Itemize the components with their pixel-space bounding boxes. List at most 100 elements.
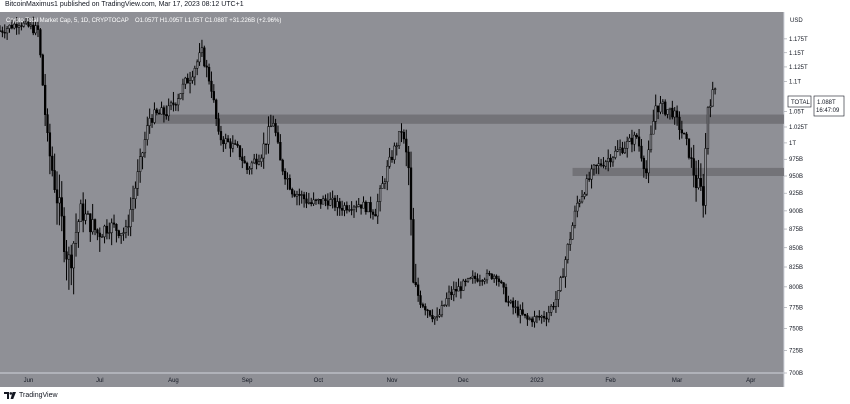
candle bbox=[692, 144, 695, 188]
candle bbox=[523, 313, 527, 319]
candle bbox=[685, 131, 688, 146]
candle bbox=[647, 140, 650, 184]
x-tick-label: Jul bbox=[96, 378, 104, 384]
y-tick-label: 1.125T bbox=[789, 65, 808, 71]
candle bbox=[43, 73, 47, 127]
candle bbox=[628, 134, 631, 142]
candle bbox=[630, 129, 634, 153]
candle bbox=[283, 168, 287, 185]
tradingview-logo[interactable]: TradingView bbox=[4, 392, 58, 399]
candle bbox=[471, 270, 474, 284]
candle bbox=[485, 269, 489, 284]
candle bbox=[573, 205, 577, 229]
candle bbox=[191, 70, 194, 84]
candle bbox=[8, 24, 11, 33]
candle bbox=[82, 192, 85, 233]
candle bbox=[661, 99, 664, 115]
candle bbox=[15, 17, 18, 35]
candle bbox=[602, 157, 605, 169]
candle bbox=[500, 279, 503, 284]
candle bbox=[550, 304, 553, 317]
candle bbox=[645, 160, 648, 179]
candle bbox=[46, 108, 49, 142]
candlestick-chart[interactable]: USD 1.175T 1.15T 1.125T 1.1T 1.05T 1.025T 1T 975… bbox=[0, 0, 850, 387]
y-tick-label: 925B bbox=[789, 191, 803, 197]
candle bbox=[307, 192, 310, 205]
y-tick-label: 900B bbox=[789, 209, 803, 215]
candle bbox=[580, 190, 584, 204]
y-tick-label: 750B bbox=[789, 326, 803, 332]
candle bbox=[438, 308, 441, 318]
candle bbox=[329, 192, 332, 207]
candle bbox=[250, 160, 253, 175]
x-tick-label: Jun bbox=[24, 378, 34, 384]
candle bbox=[457, 278, 460, 292]
candle bbox=[55, 171, 59, 225]
candle bbox=[405, 129, 408, 167]
candle bbox=[17, 22, 21, 35]
candle bbox=[659, 95, 662, 115]
candle bbox=[390, 150, 394, 163]
candle bbox=[447, 285, 451, 307]
price-axis[interactable]: USD 1.175T 1.15T 1.125T 1.1T 1.05T 1.025T 1T 975… bbox=[784, 18, 808, 377]
candle bbox=[376, 193, 379, 224]
candle bbox=[355, 200, 358, 213]
candle bbox=[291, 187, 294, 198]
candle bbox=[504, 283, 508, 303]
candle bbox=[312, 192, 315, 207]
last-price-tag: TOTAL 1.088T 16:47:09 bbox=[787, 95, 845, 117]
price-tag-countdown: 16:47:09 bbox=[816, 108, 840, 114]
candle bbox=[155, 107, 158, 116]
price-tag-value-box bbox=[813, 95, 845, 117]
candle bbox=[179, 93, 182, 100]
candle bbox=[683, 132, 686, 135]
candle bbox=[203, 45, 206, 68]
candle bbox=[694, 160, 698, 202]
x-tick-label: Feb bbox=[605, 378, 616, 384]
plot-area[interactable] bbox=[0, 12, 784, 387]
candle bbox=[298, 188, 301, 206]
candle bbox=[236, 141, 239, 148]
candle bbox=[497, 275, 501, 287]
candle bbox=[115, 223, 118, 243]
candle bbox=[571, 222, 574, 240]
candle bbox=[433, 316, 436, 325]
chart-legend: Crypto Total Market Cap, 5, 1D, CRYPTOCA… bbox=[6, 18, 281, 24]
candle bbox=[493, 274, 496, 283]
candle bbox=[521, 302, 524, 316]
candle bbox=[462, 278, 465, 292]
x-tick-label: 2023 bbox=[530, 378, 544, 384]
candle bbox=[673, 107, 676, 125]
time-axis[interactable]: Jun Jul Aug Sep Oct Nov Dec 2023 Feb Mar Apr bbox=[24, 378, 756, 384]
candle bbox=[526, 313, 529, 326]
candle bbox=[609, 154, 612, 168]
candle bbox=[426, 308, 429, 318]
header-bar: BitcoinMaximus1 published on TradingView… bbox=[0, 0, 850, 12]
candle bbox=[564, 256, 567, 288]
candle bbox=[640, 139, 643, 162]
candle bbox=[58, 174, 61, 226]
candle bbox=[153, 102, 156, 125]
candle bbox=[393, 142, 396, 164]
candle bbox=[402, 129, 406, 144]
candle bbox=[542, 310, 546, 323]
candle bbox=[512, 297, 515, 315]
candle bbox=[374, 208, 377, 217]
candle bbox=[671, 100, 674, 120]
candle bbox=[146, 116, 149, 146]
candle bbox=[495, 274, 498, 286]
candle bbox=[321, 195, 325, 205]
candle bbox=[131, 185, 135, 222]
candle bbox=[255, 153, 258, 170]
candle bbox=[41, 53, 44, 86]
candle bbox=[675, 105, 679, 126]
candle bbox=[626, 136, 629, 158]
candle bbox=[367, 202, 370, 213]
candle bbox=[70, 244, 73, 286]
candle bbox=[193, 65, 196, 86]
candle bbox=[286, 172, 289, 190]
candle bbox=[169, 100, 173, 111]
candle bbox=[604, 159, 607, 170]
candle bbox=[576, 195, 579, 218]
candle bbox=[98, 227, 101, 252]
